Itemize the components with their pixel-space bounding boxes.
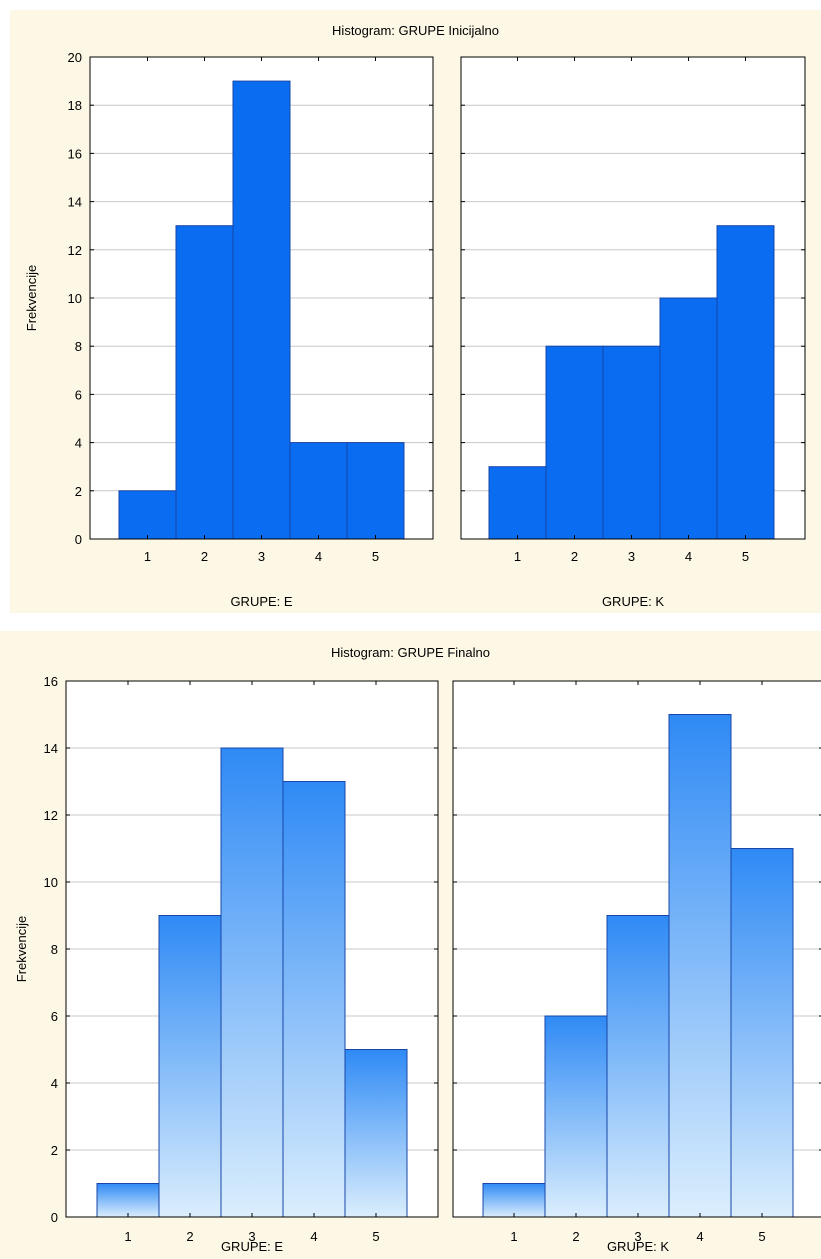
- chart-title: Histogram: GRUPE Inicijalno: [332, 23, 499, 38]
- y-tick-label: 16: [68, 146, 82, 161]
- histogram-bar: [175, 225, 234, 540]
- histogram-bar: [544, 1015, 608, 1218]
- x-tick-label: 2: [572, 1229, 579, 1244]
- x-tick-label: 1: [124, 1229, 131, 1244]
- x-tick-label: 2: [571, 549, 578, 564]
- histogram-panel-inicijalno: Histogram: GRUPE Inicijalno Frekvencije 0 2…: [10, 10, 821, 613]
- x-tick-label: 5: [372, 1229, 379, 1244]
- x-tick-label: 5: [758, 1229, 765, 1244]
- histogram-bar: [602, 345, 661, 540]
- y-tick-label: 12: [68, 243, 82, 258]
- y-tick-label: 4: [75, 436, 82, 451]
- x-tick-label: 2: [186, 1229, 193, 1244]
- x-tick-label: 4: [315, 549, 322, 564]
- y-axis-label: Frekvencije: [24, 265, 39, 331]
- y-tick-label: 12: [44, 808, 58, 823]
- histogram-bar: [482, 1183, 546, 1218]
- y-tick-label: 14: [68, 195, 82, 210]
- histogram-bar: [232, 80, 291, 540]
- x-axis-label: GRUPE: E: [221, 1239, 283, 1254]
- x-tick-label: 3: [634, 1229, 641, 1244]
- y-tick-label: 10: [68, 291, 82, 306]
- x-axis-label: GRUPE: K: [607, 1239, 669, 1254]
- histogram-bar: [158, 915, 222, 1218]
- histogram-panel-finalno: Histogram: GRUPE Finalno Frekvencije 0 2 4 6 8…: [0, 631, 821, 1259]
- x-tick-label: 2: [201, 549, 208, 564]
- histogram-bar: [488, 466, 547, 540]
- y-tick-label: 2: [75, 484, 82, 499]
- x-tick-label: 5: [372, 549, 379, 564]
- histogram-bar: [716, 225, 775, 540]
- x-tick-label: 3: [248, 1229, 255, 1244]
- x-tick-label: 5: [742, 549, 749, 564]
- histogram-bar: [220, 747, 284, 1218]
- histogram-bar: [289, 442, 348, 540]
- y-tick-label: 18: [68, 98, 82, 113]
- histogram-svg-inicijalno: Histogram: GRUPE Inicijalno Frekvencije 0 2…: [10, 10, 821, 613]
- x-tick-label: 4: [696, 1229, 703, 1244]
- plot-frame: [452, 680, 821, 1218]
- y-tick-label: 6: [51, 1009, 58, 1024]
- x-tick-label: 4: [310, 1229, 317, 1244]
- y-tick-label: 4: [51, 1076, 58, 1091]
- histogram-bar: [344, 1049, 408, 1218]
- x-axis-label: GRUPE: E: [230, 594, 292, 609]
- x-tick-label: 1: [510, 1229, 517, 1244]
- histogram-bar: [659, 297, 718, 540]
- y-tick-label: 0: [75, 532, 82, 547]
- y-tick-label: 10: [44, 875, 58, 890]
- histogram-bar: [118, 490, 177, 540]
- x-tick-label: 3: [628, 549, 635, 564]
- y-tick-label: 8: [75, 339, 82, 354]
- histogram-bar: [668, 714, 732, 1218]
- histogram-bar: [346, 442, 405, 540]
- histogram-bar: [545, 345, 604, 540]
- plot-frame: [89, 56, 434, 540]
- x-tick-label: 4: [685, 549, 692, 564]
- chart-title: Histogram: GRUPE Finalno: [331, 645, 490, 660]
- x-tick-label: 1: [514, 549, 521, 564]
- plot-frame: [65, 680, 439, 1218]
- y-tick-label: 2: [51, 1143, 58, 1158]
- histogram-bar: [282, 781, 346, 1218]
- histogram-bar: [730, 848, 794, 1218]
- y-tick-label: 6: [75, 387, 82, 402]
- histogram-svg-finalno: Histogram: GRUPE Finalno Frekvencije 0 2 4 6 8…: [0, 631, 821, 1259]
- x-tick-label: 1: [144, 549, 151, 564]
- y-tick-label: 8: [51, 942, 58, 957]
- x-tick-label: 3: [258, 549, 265, 564]
- y-tick-label: 20: [68, 50, 82, 65]
- plot-frame: [460, 56, 806, 540]
- histogram-bar: [606, 915, 670, 1218]
- histogram-bar: [96, 1183, 160, 1218]
- y-tick-label: 16: [44, 674, 58, 689]
- y-tick-label: 14: [44, 741, 58, 756]
- y-axis-label: Frekvencije: [14, 916, 29, 982]
- y-tick-label: 0: [51, 1210, 58, 1225]
- x-axis-label: GRUPE: K: [602, 594, 664, 609]
